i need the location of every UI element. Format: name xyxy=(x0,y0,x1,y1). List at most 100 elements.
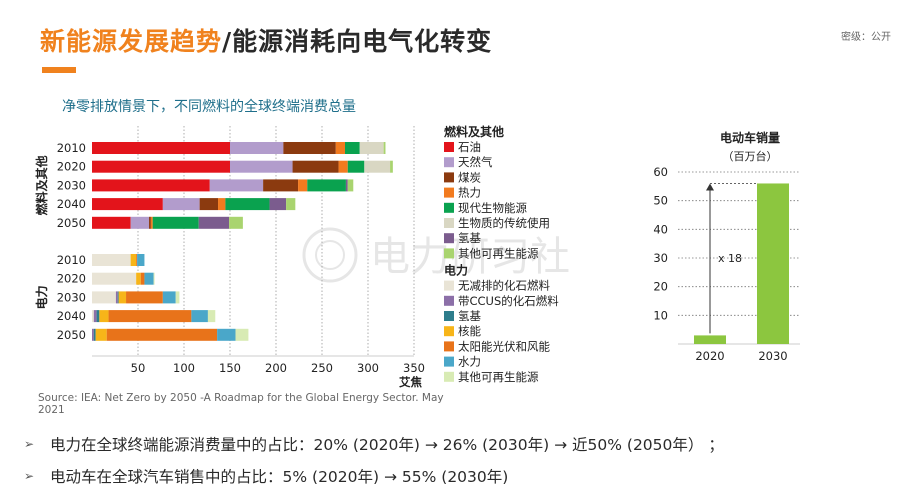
bar-segment xyxy=(345,179,348,192)
bar-segment xyxy=(92,198,163,211)
bar-segment xyxy=(218,198,226,211)
x-tick-label: 350 xyxy=(403,361,425,375)
legend-label: 太阳能光伏和风能 xyxy=(458,339,550,353)
bar-segment xyxy=(92,160,230,173)
legend-label: 生物质的传统使用 xyxy=(458,216,550,230)
legend-swatch xyxy=(444,280,454,291)
x-tick-label: 250 xyxy=(311,361,333,375)
bar-segment xyxy=(136,254,138,266)
bar-segment xyxy=(263,179,299,192)
legend-label: 带CCUS的化石燃料 xyxy=(458,294,559,308)
x-tick-label: 300 xyxy=(357,361,379,375)
y-tick-label: 2020 xyxy=(57,160,86,174)
y-tick-label: 2040 xyxy=(57,197,86,211)
bullet-list: ➢ 电力在全球终端能源消费量中的占比：20% (2020年) → 26% (20… xyxy=(24,428,724,490)
bar-segment xyxy=(230,160,293,173)
bar-segment xyxy=(364,160,391,173)
page-title: 新能源发展趋势/能源消耗向电气化转变 xyxy=(40,22,492,58)
y-tick-label: 10 xyxy=(653,308,668,322)
x-tick-label: 2020 xyxy=(695,349,724,363)
x-tick-label: 100 xyxy=(173,361,195,375)
y-tick-label: 40 xyxy=(653,222,668,236)
title-highlight: 新能源发展趋势 xyxy=(40,27,223,56)
legend-label: 氢基 xyxy=(458,231,481,245)
bar-segment xyxy=(95,328,107,341)
bar-segment xyxy=(118,291,127,304)
y-tick-label: 2010 xyxy=(57,253,86,267)
bar-segment xyxy=(338,160,348,173)
x-axis-label: 艾焦 xyxy=(399,375,422,389)
bar-segment xyxy=(162,291,176,304)
x-tick-label: 200 xyxy=(265,361,287,375)
bar-segment xyxy=(152,216,199,229)
legend-title: 电力 xyxy=(444,263,468,278)
bar-segment xyxy=(92,291,116,304)
bar-segment xyxy=(235,328,249,341)
bar-segment xyxy=(144,272,154,285)
bar-segment xyxy=(229,216,243,229)
bar-segment xyxy=(117,291,119,304)
bullet-arrow-icon: ➢ xyxy=(24,437,35,451)
annotation-label: x 18 xyxy=(718,252,742,265)
legend-swatch xyxy=(444,233,454,244)
y-tick-label: 2020 xyxy=(57,272,86,286)
y-tick-label: 2050 xyxy=(57,216,86,230)
bar-segment xyxy=(115,291,118,304)
title-rest: /能源消耗向电气化转变 xyxy=(222,27,493,56)
bar-segment xyxy=(383,142,386,154)
bar-segment xyxy=(92,254,131,266)
legend-swatch xyxy=(444,157,454,168)
bar-segment xyxy=(198,216,230,229)
bar-segment xyxy=(335,142,345,154)
bar-segment xyxy=(106,328,218,341)
ev-bar xyxy=(694,335,726,344)
bar-segment xyxy=(175,291,180,304)
legend-label: 无减排的化石燃料 xyxy=(458,279,550,293)
legend-swatch xyxy=(444,371,454,382)
y-tick-label: 20 xyxy=(653,280,668,294)
bar-segment xyxy=(149,216,151,229)
bar-segment xyxy=(269,198,287,211)
bar-segment xyxy=(93,310,97,323)
bar-segment xyxy=(140,272,145,285)
bar-segment xyxy=(92,328,94,341)
legend-swatch xyxy=(444,341,454,352)
y-tick-label: 60 xyxy=(653,165,668,179)
bar-segment xyxy=(191,310,208,323)
legend-swatch xyxy=(444,248,454,259)
bar-segment xyxy=(390,160,393,173)
classification-label: 密级：公开 xyxy=(841,32,891,43)
legend-title: 燃料及其他 xyxy=(444,124,504,139)
legend-swatch xyxy=(444,202,454,213)
bar-segment xyxy=(96,310,100,323)
bar-segment xyxy=(130,254,137,266)
bar-segment xyxy=(207,310,216,323)
bullet-text: 电动车在全球汽车销售中的占比：5% (2020年) → 55% (2030年) xyxy=(50,468,509,486)
bullet-text: 电力在全球终端能源消费量中的占比：20% (2020年) → 26% (2030… xyxy=(50,436,724,454)
bullet-item: ➢ 电动车在全球汽车销售中的占比：5% (2020年) → 55% (2030年… xyxy=(24,460,724,490)
legend-label: 热力 xyxy=(458,186,481,200)
legend-label: 氢基 xyxy=(458,309,481,323)
y-tick-label: 50 xyxy=(653,194,668,208)
legend-label: 石油 xyxy=(458,140,481,154)
bar-segment xyxy=(345,142,360,154)
bar-segment xyxy=(286,198,296,211)
bar-segment xyxy=(209,179,264,192)
ev-bar xyxy=(757,183,789,344)
y-tick-label: 30 xyxy=(653,251,668,265)
legend-label: 其他可再生能源 xyxy=(458,246,539,260)
bar-segment xyxy=(347,179,354,192)
y-tick-label: 2040 xyxy=(57,309,86,323)
title-accent-bar xyxy=(42,67,76,73)
legend-swatch xyxy=(444,172,454,183)
bar-segment xyxy=(92,179,210,192)
bar-segment xyxy=(225,198,270,211)
bar-segment xyxy=(108,310,192,323)
legend-label: 煤炭 xyxy=(458,170,481,184)
legend-label: 水力 xyxy=(458,355,481,369)
group-label: 电力 xyxy=(34,285,49,309)
bar-segment xyxy=(92,142,230,154)
bar-segment xyxy=(130,216,150,229)
bar-segment xyxy=(217,328,236,341)
